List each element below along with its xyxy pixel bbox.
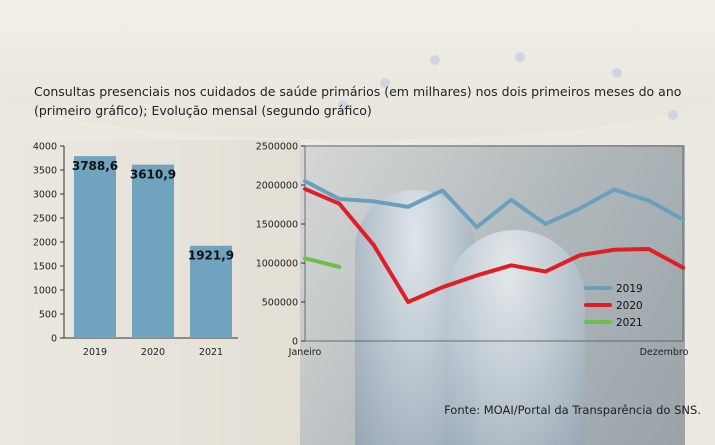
line-y-tick-label: 2500000 [256, 142, 298, 153]
line-y-tick-label: 2000000 [256, 181, 298, 192]
data-point-2020 [647, 247, 651, 251]
line-y-tick-label: 500000 [262, 298, 298, 309]
data-point-2020 [544, 270, 548, 274]
source-note: Fonte: MOAI/Portal da Transparência do S… [444, 403, 701, 417]
data-point-2019 [544, 222, 548, 226]
bar-y-tick-label: 2000 [33, 238, 57, 249]
data-point-2021 [303, 256, 307, 260]
data-point-2019 [475, 225, 479, 229]
bar-y-tick-label: 0 [51, 334, 57, 345]
bar [190, 245, 232, 338]
line-y-tick-label: 0 [292, 337, 298, 348]
line-x-tick-label: Janeiro [288, 347, 322, 358]
data-point-2019 [337, 197, 341, 201]
legend-label-2020: 2020 [616, 300, 643, 312]
bar-x-tick-label: 2019 [83, 347, 107, 358]
data-point-2019 [440, 188, 444, 192]
line-y-tick-label: 1500000 [256, 220, 298, 231]
tent-canopy [0, 0, 715, 140]
line-y-tick-label: 1000000 [256, 259, 298, 270]
data-point-2020 [681, 266, 685, 270]
data-point-2020 [612, 248, 616, 252]
data-point-2020 [475, 273, 479, 277]
data-point-2020 [440, 285, 444, 289]
bar-value-label: 3610,9 [130, 168, 176, 182]
data-point-2019 [681, 217, 685, 221]
data-point-2019 [372, 199, 376, 203]
bar-y-tick-label: 1000 [33, 286, 57, 297]
bar-value-label: 3788,6 [72, 159, 118, 173]
bar-y-tick-label: 500 [39, 310, 57, 321]
bar-y-tick-label: 4000 [33, 142, 57, 153]
data-point-2019 [303, 179, 307, 183]
bar-value-label: 1921,9 [188, 249, 234, 263]
data-point-2019 [578, 206, 582, 210]
data-point-2021 [337, 265, 341, 269]
data-point-2019 [647, 199, 651, 203]
data-point-2020 [406, 300, 410, 304]
data-point-2020 [303, 187, 307, 191]
bar [74, 156, 116, 338]
bar-y-tick-label: 3000 [33, 190, 57, 201]
legend-label-2021: 2021 [616, 317, 643, 329]
chart-title: Consultas presenciais nos cuidados de sa… [34, 84, 682, 118]
bar-y-tick-label: 2500 [33, 214, 57, 225]
data-point-2019 [406, 205, 410, 209]
series-line-2019 [303, 179, 685, 230]
data-point-2020 [337, 202, 341, 206]
line-x-tick-label: Dezembro [640, 347, 689, 358]
bar-y-tick-label: 3500 [33, 166, 57, 177]
bar-x-tick-label: 2021 [199, 347, 223, 358]
legend-label-2019: 2019 [616, 283, 643, 295]
bar-y-tick-label: 1500 [33, 262, 57, 273]
bar-x-tick-label: 2020 [141, 347, 165, 358]
data-point-2019 [509, 198, 513, 202]
series-line-2020 [303, 186, 685, 304]
data-point-2019 [612, 188, 616, 192]
series-line-2021 [303, 256, 342, 269]
bar [132, 164, 174, 338]
data-point-2020 [372, 243, 376, 247]
line-plot-frame [304, 145, 684, 342]
data-point-2020 [509, 263, 513, 267]
data-point-2020 [578, 253, 582, 257]
